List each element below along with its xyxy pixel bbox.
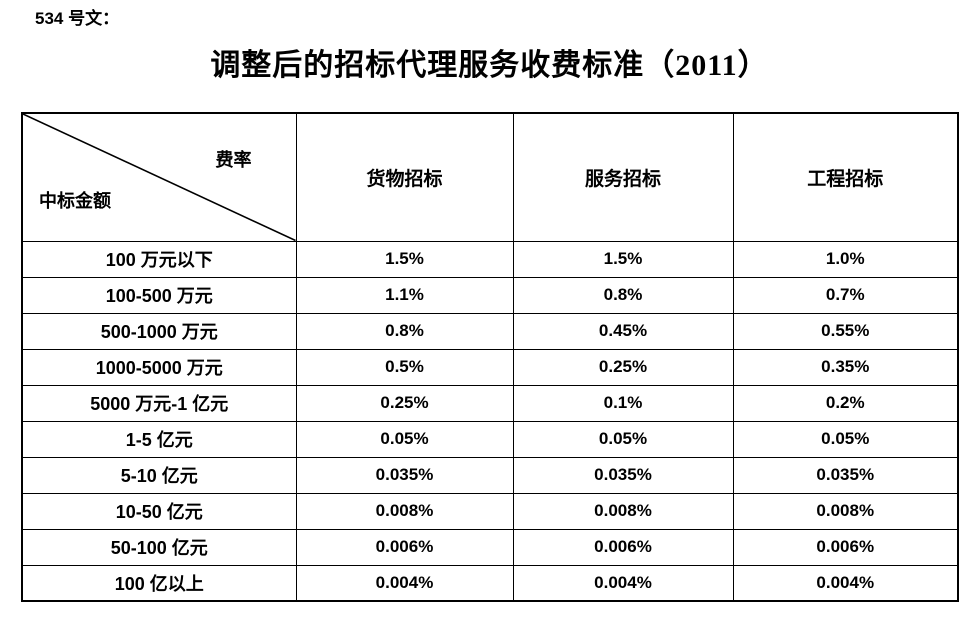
- rate-value-cell: 1.5%: [295, 240, 514, 278]
- row-label-bid-amount-range: 50-100 亿元: [21, 528, 297, 566]
- rate-value-cell: 0.7%: [732, 276, 959, 314]
- row-label-bid-amount-range: 5-10 亿元: [21, 456, 297, 494]
- rate-value-cell: 0.8%: [295, 312, 514, 350]
- rate-value-cell: 0.05%: [512, 420, 734, 458]
- row-label-bid-amount-range: 100 亿以上: [21, 564, 297, 602]
- rate-value-cell: 0.2%: [732, 384, 959, 422]
- rate-value-cell: 0.035%: [732, 456, 959, 494]
- row-label-bid-amount-range: 5000 万元-1 亿元: [21, 384, 297, 422]
- row-label-bid-amount-range: 1-5 亿元: [21, 420, 297, 458]
- table-row: 50-100 亿元 0.006% 0.006% 0.006%: [21, 528, 959, 566]
- rate-value-cell: 0.05%: [295, 420, 514, 458]
- doc-number-label: 534 号文：: [35, 9, 120, 28]
- table-row: 500-1000 万元 0.8% 0.45% 0.55%: [21, 312, 959, 350]
- row-label-bid-amount-range: 10-50 亿元: [21, 492, 297, 530]
- rate-value-cell: 1.5%: [512, 240, 734, 278]
- rate-value-cell: 0.008%: [512, 492, 734, 530]
- column-header-goods-bidding: 货物招标: [295, 112, 514, 242]
- table-row: 1-5 亿元 0.05% 0.05% 0.05%: [21, 420, 959, 458]
- diagonal-header-cell: 费率 中标金额: [21, 112, 297, 242]
- table-row: 100 万元以下 1.5% 1.5% 1.0%: [21, 240, 959, 278]
- rate-value-cell: 0.25%: [295, 384, 514, 422]
- rate-value-cell: 0.004%: [512, 564, 734, 602]
- rate-value-cell: 0.35%: [732, 348, 959, 386]
- rate-value-cell: 0.035%: [512, 456, 734, 494]
- table-header-row: 费率 中标金额 货物招标 服务招标 工程招标: [21, 112, 959, 242]
- page-title: 调整后的招标代理服务收费标准（2011）: [210, 49, 769, 82]
- rate-value-cell: 0.006%: [732, 528, 959, 566]
- rate-value-cell: 0.004%: [295, 564, 514, 602]
- row-label-bid-amount-range: 500-1000 万元: [21, 312, 297, 350]
- table-row: 5000 万元-1 亿元 0.25% 0.1% 0.2%: [21, 384, 959, 422]
- rate-value-cell: 0.035%: [295, 456, 514, 494]
- table-row: 1000-5000 万元 0.5% 0.25% 0.35%: [21, 348, 959, 386]
- rate-value-cell: 0.004%: [732, 564, 959, 602]
- rate-value-cell: 0.1%: [512, 384, 734, 422]
- corner-label-rate: 费率: [215, 150, 252, 170]
- row-label-bid-amount-range: 100 万元以下: [21, 240, 297, 278]
- column-header-service-bidding: 服务招标: [512, 112, 734, 242]
- rate-value-cell: 1.0%: [732, 240, 959, 278]
- row-label-bid-amount-range: 1000-5000 万元: [21, 348, 297, 386]
- rate-value-cell: 0.8%: [512, 276, 734, 314]
- rate-value-cell: 0.05%: [732, 420, 959, 458]
- table-row: 10-50 亿元 0.008% 0.008% 0.008%: [21, 492, 959, 530]
- rate-value-cell: 0.45%: [512, 312, 734, 350]
- rate-value-cell: 1.1%: [295, 276, 514, 314]
- rate-value-cell: 0.006%: [295, 528, 514, 566]
- corner-label-bid-amount: 中标金额: [39, 190, 111, 211]
- diagonal-divider-line: [23, 114, 295, 240]
- column-header-engineering-bidding: 工程招标: [732, 112, 959, 242]
- fee-table: 费率 中标金额 货物招标 服务招标 工程招标 100 万元以下 1.5% 1.5% 1…: [21, 112, 959, 602]
- document-page: 534 号文： 调整后的招标代理服务收费标准（2011） 费率 中标金额 货物招…: [21, 9, 959, 602]
- rate-value-cell: 0.25%: [512, 348, 734, 386]
- table-body: 100 万元以下 1.5% 1.5% 1.0% 100-500 万元 1.1% 0.8% 0.…: [21, 240, 959, 602]
- rate-value-cell: 0.55%: [732, 312, 959, 350]
- rate-value-cell: 0.008%: [732, 492, 959, 530]
- table-row: 100-500 万元 1.1% 0.8% 0.7%: [21, 276, 959, 314]
- rate-value-cell: 0.008%: [295, 492, 514, 530]
- rate-value-cell: 0.006%: [512, 528, 734, 566]
- table-row: 100 亿以上 0.004% 0.004% 0.004%: [21, 564, 959, 602]
- rate-value-cell: 0.5%: [295, 348, 514, 386]
- row-label-bid-amount-range: 100-500 万元: [21, 276, 297, 314]
- table-row: 5-10 亿元 0.035% 0.035% 0.035%: [21, 456, 959, 494]
